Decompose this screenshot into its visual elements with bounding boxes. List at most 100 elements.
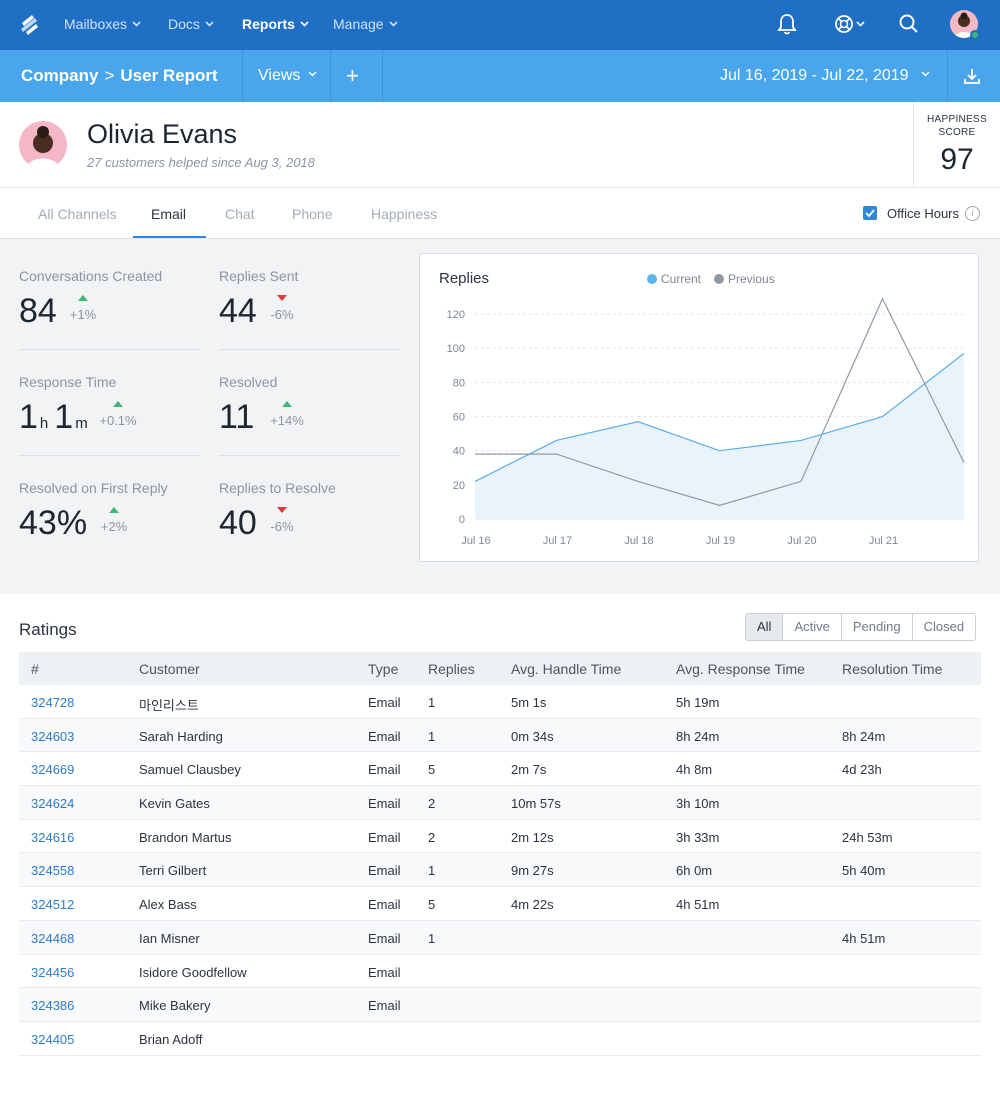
stat-delta: +1% [63, 295, 103, 322]
table-row[interactable]: 324728 마인리스트 Email 1 5m 1s 5h 19m [19, 685, 981, 719]
trend-down-icon [277, 295, 287, 301]
avg-handle-time: 2m 12s [511, 829, 554, 845]
y-tick-label: 80 [453, 377, 465, 389]
avg-handle-time: 10m 57s [511, 796, 561, 812]
user-avatar[interactable] [950, 10, 978, 38]
ticket-id-link[interactable]: 324558 [31, 863, 75, 879]
column-header[interactable]: Avg. Handle Time [511, 661, 622, 677]
table-row[interactable]: 324456 Isidore Goodfellow Email [19, 955, 981, 989]
column-header[interactable]: Replies [428, 661, 475, 677]
filter-active[interactable]: Active [782, 614, 841, 640]
trend-down-icon [277, 507, 287, 513]
table-row[interactable]: 324669 Samuel Clausbey Email 5 2m 7s 4h 8m 4d … [19, 752, 981, 787]
table-row[interactable]: 324603 Sarah Harding Email 1 0m 34s 8h 24m 8h … [19, 718, 981, 753]
tab-email[interactable]: Email [151, 206, 187, 222]
ticket-type: Email [368, 762, 401, 778]
ticket-id-link[interactable]: 324728 [31, 695, 75, 710]
stat-delta: +0.1% [98, 401, 138, 428]
avg-response-time: 3h 33m [676, 829, 720, 845]
avg-response-time: 4h 8m [676, 762, 713, 778]
customer-name: Mike Bakery [139, 998, 211, 1014]
nav-docs[interactable]: Docs [168, 16, 214, 32]
avg-handle-time: 5m 1s [511, 695, 547, 710]
tab-happiness[interactable]: Happiness [371, 206, 438, 222]
tab-all-channels[interactable]: All Channels [38, 206, 117, 222]
info-icon[interactable]: i [965, 206, 980, 221]
table-row[interactable]: 324468 Ian Misner Email 1 4h 51m [19, 920, 981, 955]
ticket-id-link[interactable]: 324669 [31, 762, 75, 778]
nav-manage[interactable]: Manage [333, 16, 398, 32]
series-line-current [474, 352, 965, 482]
report-toolbar: Company > User Report Views + Jul 16, 2019… [0, 50, 1000, 102]
ticket-type: Email [368, 829, 401, 845]
stat-value: 43% [19, 504, 88, 542]
replies-count: 5 [428, 897, 436, 913]
y-tick-label: 60 [453, 412, 465, 424]
customer-name: 마인리스트 [139, 698, 199, 713]
table-row[interactable]: 324558 Terri Gilbert Email 1 9m 27s 6h 0m 5h 4… [19, 853, 981, 888]
table-row[interactable]: 324405 Brian Adoff [19, 1022, 981, 1056]
views-dropdown[interactable]: Views [258, 67, 317, 85]
trend-up-icon [113, 401, 123, 407]
table-row[interactable]: 324616 Brandon Martus Email 2 2m 12s 3h 33m 24… [19, 820, 981, 854]
tab-phone[interactable]: Phone [292, 206, 333, 222]
download-icon[interactable] [962, 66, 982, 86]
nav-reports[interactable]: Reports [242, 16, 309, 32]
avg-handle-time: 4m 22s [511, 897, 554, 913]
ticket-id-link[interactable]: 324468 [31, 930, 75, 946]
help-lifebuoy-icon[interactable] [833, 12, 867, 36]
chevron-down-icon [205, 21, 214, 27]
ticket-type: Email [368, 728, 401, 744]
divider [382, 50, 383, 102]
y-tick-label: 20 [453, 480, 465, 492]
search-icon[interactable] [898, 12, 920, 36]
column-header[interactable]: Resolution Time [842, 661, 943, 677]
tab-chat[interactable]: Chat [225, 206, 255, 222]
office-hours-checkbox[interactable] [863, 206, 877, 220]
filter-all[interactable]: All [746, 614, 783, 640]
bell-icon[interactable] [777, 12, 797, 36]
avg-handle-time: 2m 7s [511, 762, 547, 778]
date-range-picker[interactable]: Jul 16, 2019 - Jul 22, 2019 [720, 67, 930, 85]
ticket-id-link[interactable]: 324624 [31, 796, 75, 812]
avg-response-time: 8h 24m [676, 728, 720, 744]
column-header[interactable]: Avg. Response Time [676, 661, 805, 677]
y-tick-label: 40 [453, 446, 465, 458]
ticket-id-link[interactable]: 324616 [31, 829, 75, 845]
breadcrumb-company[interactable]: Company [21, 66, 99, 85]
filter-closed[interactable]: Closed [911, 614, 976, 640]
stat-value: 11 [219, 398, 255, 436]
app-logo-icon[interactable] [18, 13, 42, 37]
customer-name: Isidore Goodfellow [139, 964, 247, 980]
stat-conversations-created: Conversations Created 84 [19, 268, 200, 331]
stat-value: 44 [219, 292, 257, 330]
avg-handle-time: 9m 27s [511, 863, 554, 879]
ticket-id-link[interactable]: 324603 [31, 728, 75, 744]
ticket-id-link[interactable]: 324512 [31, 897, 75, 913]
column-header[interactable]: Type [368, 661, 399, 677]
y-tick-label: 100 [447, 343, 465, 355]
table-row[interactable]: 324624 Kevin Gates Email 2 10m 57s 3h 10m [19, 786, 981, 820]
user-avatar-image [954, 12, 974, 38]
add-button[interactable]: + [346, 63, 359, 88]
table-row[interactable]: 324512 Alex Bass Email 5 4m 22s 4h 51m [19, 887, 981, 921]
office-hours-label[interactable]: Office Hours [887, 206, 960, 221]
table-row[interactable]: 324386 Mike Bakery Email [19, 988, 981, 1022]
chevron-down-icon [921, 71, 930, 77]
column-header[interactable]: # [31, 661, 39, 677]
channel-tabs: All Channels Email Chat Phone Happiness [0, 188, 1000, 239]
ticket-type: Email [368, 695, 401, 710]
legend-previous[interactable]: Previous [714, 272, 775, 286]
status-filter: All Active Pending Closed [745, 613, 977, 641]
profile-avatar-image [26, 126, 60, 169]
ticket-id-link[interactable]: 324405 [31, 1031, 75, 1047]
replies-count: 1 [428, 930, 436, 946]
column-header[interactable]: Customer [139, 661, 200, 677]
filter-pending[interactable]: Pending [840, 614, 912, 640]
ticket-type: Email [368, 796, 401, 812]
ticket-id-link[interactable]: 324456 [31, 964, 75, 980]
nav-mailboxes[interactable]: Mailboxes [64, 16, 141, 32]
ticket-id-link[interactable]: 324386 [31, 998, 75, 1014]
legend-current[interactable]: Current [647, 272, 701, 286]
x-tick-label: Jul 21 [869, 535, 898, 547]
